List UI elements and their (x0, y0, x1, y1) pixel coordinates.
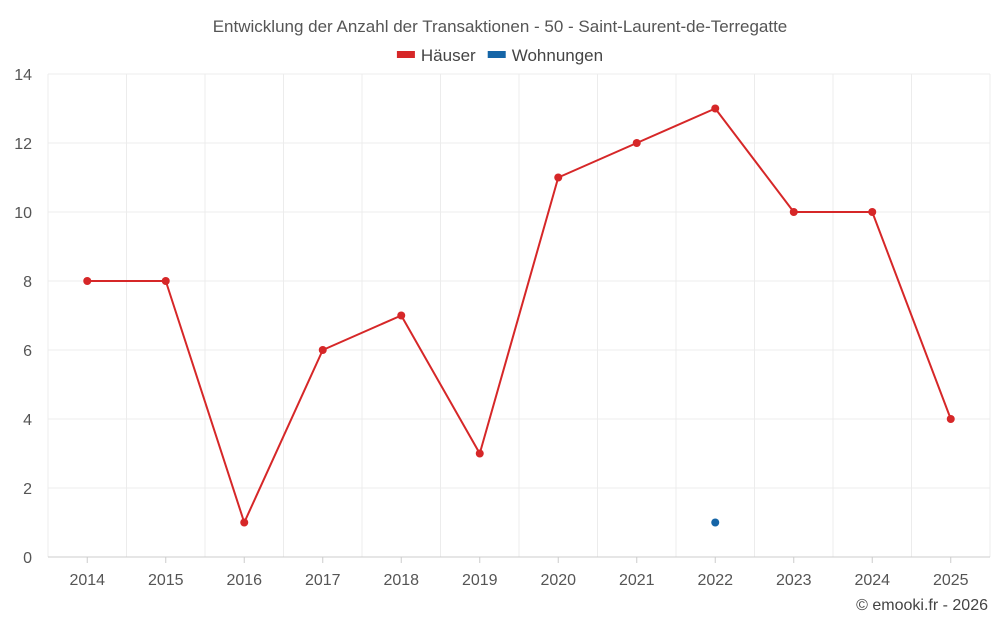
series-line (87, 107, 952, 524)
data-point (397, 311, 406, 320)
x-tick-label: 2019 (462, 572, 498, 589)
legend-item-1[interactable]: Wohnungen (487, 46, 603, 65)
x-tick-label: 2022 (697, 572, 733, 589)
data-point (632, 139, 641, 147)
y-tick-label: 0 (23, 550, 32, 567)
data-point (711, 518, 720, 527)
y-tick-label: 8 (23, 274, 32, 291)
y-tick-label: 4 (23, 412, 32, 429)
x-tick-label: 2016 (226, 572, 262, 589)
legend-swatch (396, 51, 415, 58)
plot-area (83, 104, 955, 527)
data-point (318, 346, 327, 354)
data-point (868, 208, 877, 216)
series-0 (83, 104, 955, 527)
data-point (83, 277, 92, 285)
x-tick-label: 2017 (305, 572, 341, 589)
y-tick-label: 6 (23, 343, 32, 360)
x-tick-label: 2024 (854, 572, 890, 589)
x-axis: 2014 2015 2016 2017 2018 2019 2020 2021 2022 2023… (69, 557, 969, 589)
legend-item-0[interactable]: Häuser (396, 46, 476, 65)
data-point (475, 449, 484, 458)
legend-label: Wohnungen (512, 46, 603, 65)
y-axis: 0 2 4 6 8 10 12 14 (14, 67, 32, 567)
data-point (240, 518, 249, 527)
x-tick-label: 2015 (148, 572, 184, 589)
copyright-note: © emooki.fr - 2026 (856, 597, 988, 614)
y-tick-label: 2 (23, 481, 32, 498)
data-point (946, 415, 955, 423)
y-tick-label: 10 (14, 205, 32, 222)
x-tick-label: 2021 (619, 572, 655, 589)
x-tick-label: 2023 (776, 572, 812, 589)
y-tick-label: 14 (14, 67, 32, 84)
data-point (554, 173, 563, 182)
legend-swatch (487, 51, 506, 58)
legend: Häuser Wohnungen (396, 46, 603, 65)
x-tick-label: 2018 (383, 572, 419, 589)
x-tick-label: 2025 (933, 572, 969, 589)
data-point (711, 104, 720, 113)
series-1 (711, 518, 720, 527)
y-tick-label: 12 (14, 136, 32, 153)
data-point (161, 277, 170, 285)
chart-title: Entwicklung der Anzahl der Transaktionen… (213, 17, 788, 36)
legend-label: Häuser (421, 46, 476, 65)
data-point (789, 208, 798, 216)
x-tick-label: 2014 (69, 572, 105, 589)
x-tick-label: 2020 (540, 572, 576, 589)
